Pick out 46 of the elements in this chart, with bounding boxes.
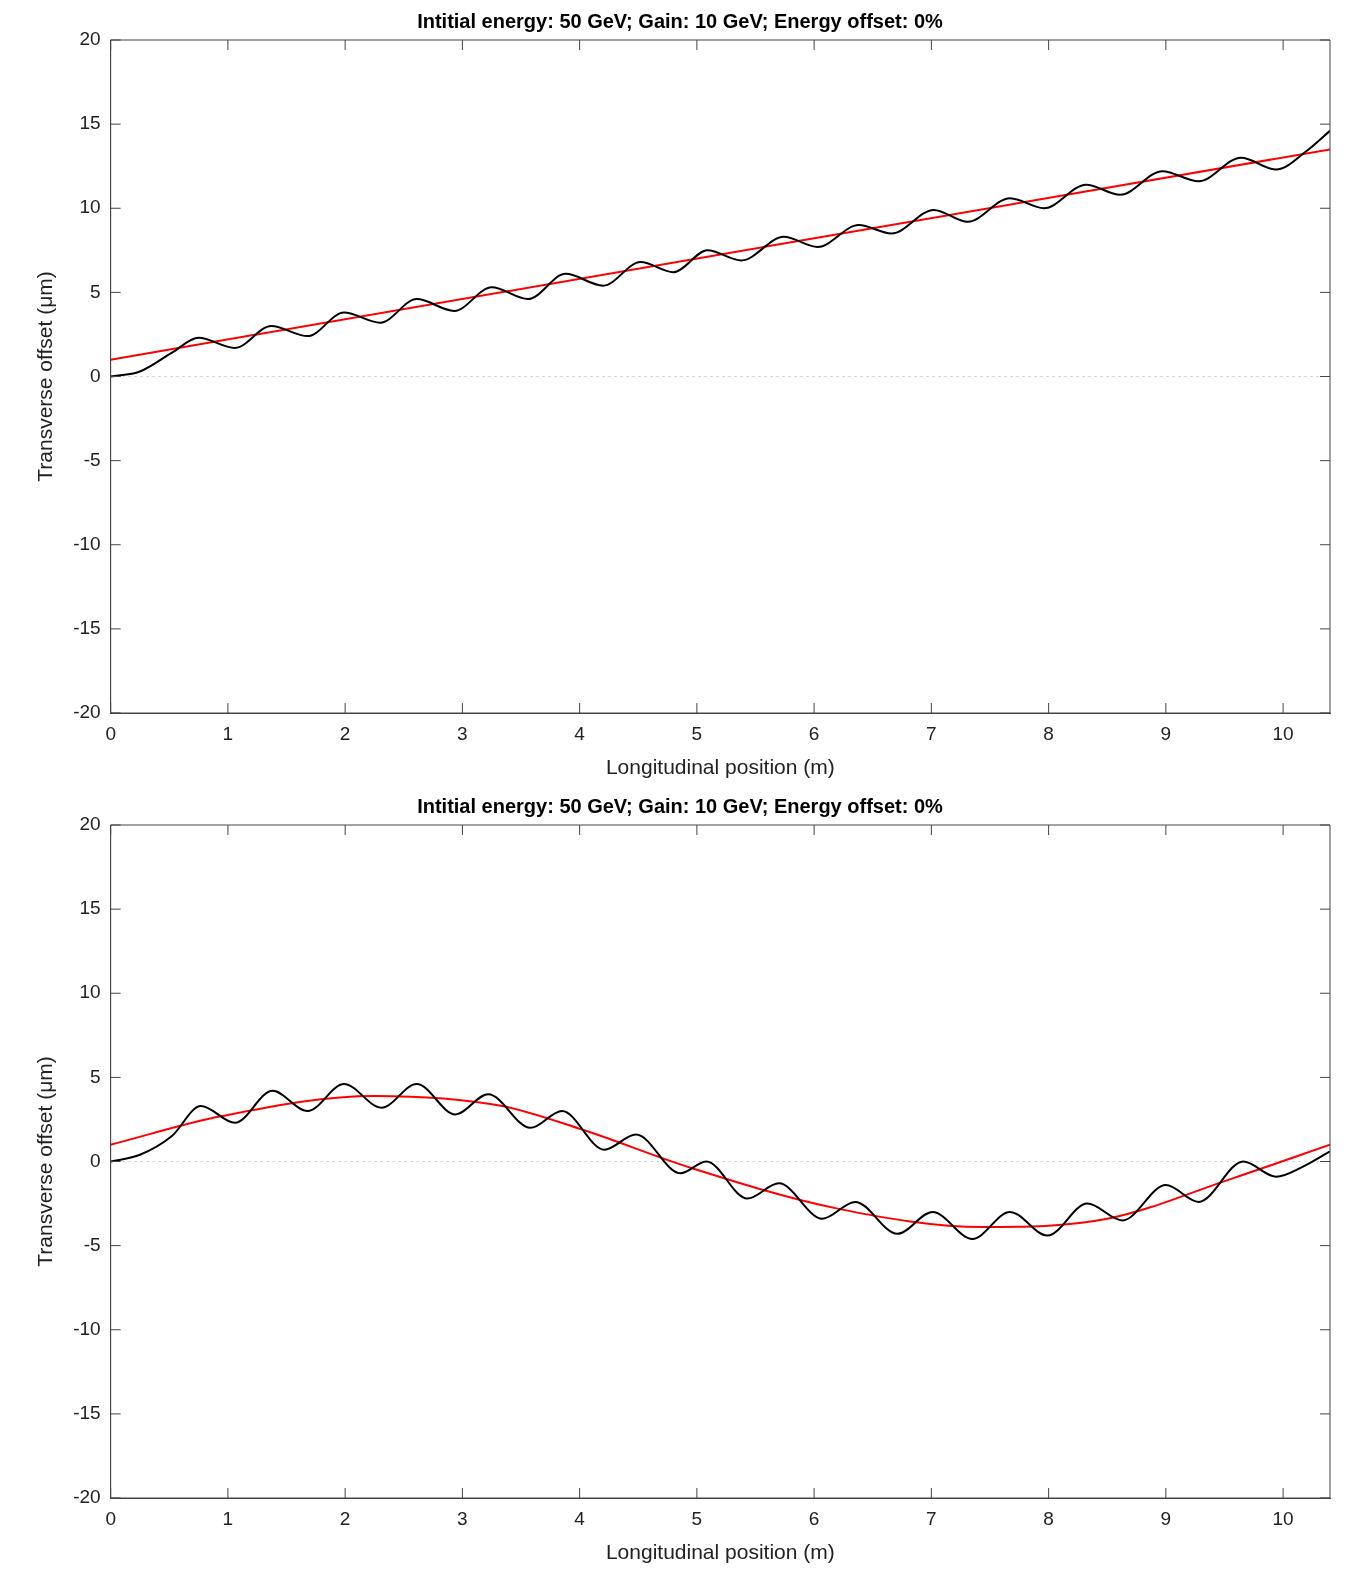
y-tick-label: -5 [83, 448, 101, 470]
y-tick-label: 20 [79, 813, 101, 835]
x-tick-label: 7 [926, 722, 937, 744]
x-tick-label: 9 [1160, 1507, 1172, 1529]
y-tick-label: -5 [83, 1233, 101, 1255]
y-tick-label: -15 [73, 617, 101, 639]
x-tick-label: 4 [574, 722, 586, 744]
x-tick-label: 2 [339, 722, 351, 744]
y-tick-label: 5 [90, 280, 101, 302]
x-axis-title: Longitudinal position (m) [605, 1540, 835, 1564]
y-tick-label: 15 [79, 112, 101, 134]
x-tick-label: 0 [105, 722, 116, 744]
x-tick-label: 1 [222, 1507, 234, 1529]
x-tick-label: 7 [926, 1507, 937, 1529]
y-tick-label: 20 [79, 28, 101, 50]
y-axis-title: Transverse offset (μm) [33, 271, 57, 482]
x-tick-label: 4 [574, 1507, 586, 1529]
y-axis-title: Transverse offset (μm) [33, 1056, 57, 1267]
y-tick-label: -20 [73, 1486, 101, 1508]
y-tick-label: 10 [79, 981, 101, 1003]
x-tick-label: 5 [691, 1507, 703, 1529]
x-tick-label: 8 [1043, 722, 1054, 744]
y-tick-label: -10 [73, 1317, 101, 1339]
y-tick-label: -20 [73, 701, 101, 723]
x-tick-label: 9 [1160, 722, 1172, 744]
x-tick-label: 3 [457, 1507, 468, 1529]
x-tick-label: 10 [1272, 722, 1294, 744]
y-tick-label: -15 [73, 1402, 101, 1424]
x-tick-label: 6 [808, 1507, 820, 1529]
x-tick-label: 5 [691, 722, 703, 744]
x-tick-label: 1 [222, 722, 234, 744]
chart-title: Intitial energy: 50 GeV; Gain: 10 GeV; Energy offset: 0% [417, 794, 944, 817]
y-tick-label: 15 [79, 897, 101, 919]
y-tick-label: 0 [90, 364, 101, 386]
chart-title: Intitial energy: 50 GeV; Gain: 10 GeV; Energy offset: 0% [417, 9, 944, 32]
y-tick-label: 10 [79, 196, 101, 218]
y-tick-label: -10 [73, 532, 101, 554]
x-tick-label: 0 [105, 1507, 116, 1529]
x-tick-label: 8 [1043, 1507, 1054, 1529]
x-tick-label: 6 [808, 722, 820, 744]
y-tick-label: 5 [90, 1065, 101, 1087]
x-axis-title: Longitudinal position (m) [605, 755, 835, 779]
x-tick-label: 2 [339, 1507, 351, 1529]
x-tick-label: 3 [457, 722, 468, 744]
x-tick-label: 10 [1272, 1507, 1294, 1529]
y-tick-label: 0 [90, 1149, 101, 1171]
